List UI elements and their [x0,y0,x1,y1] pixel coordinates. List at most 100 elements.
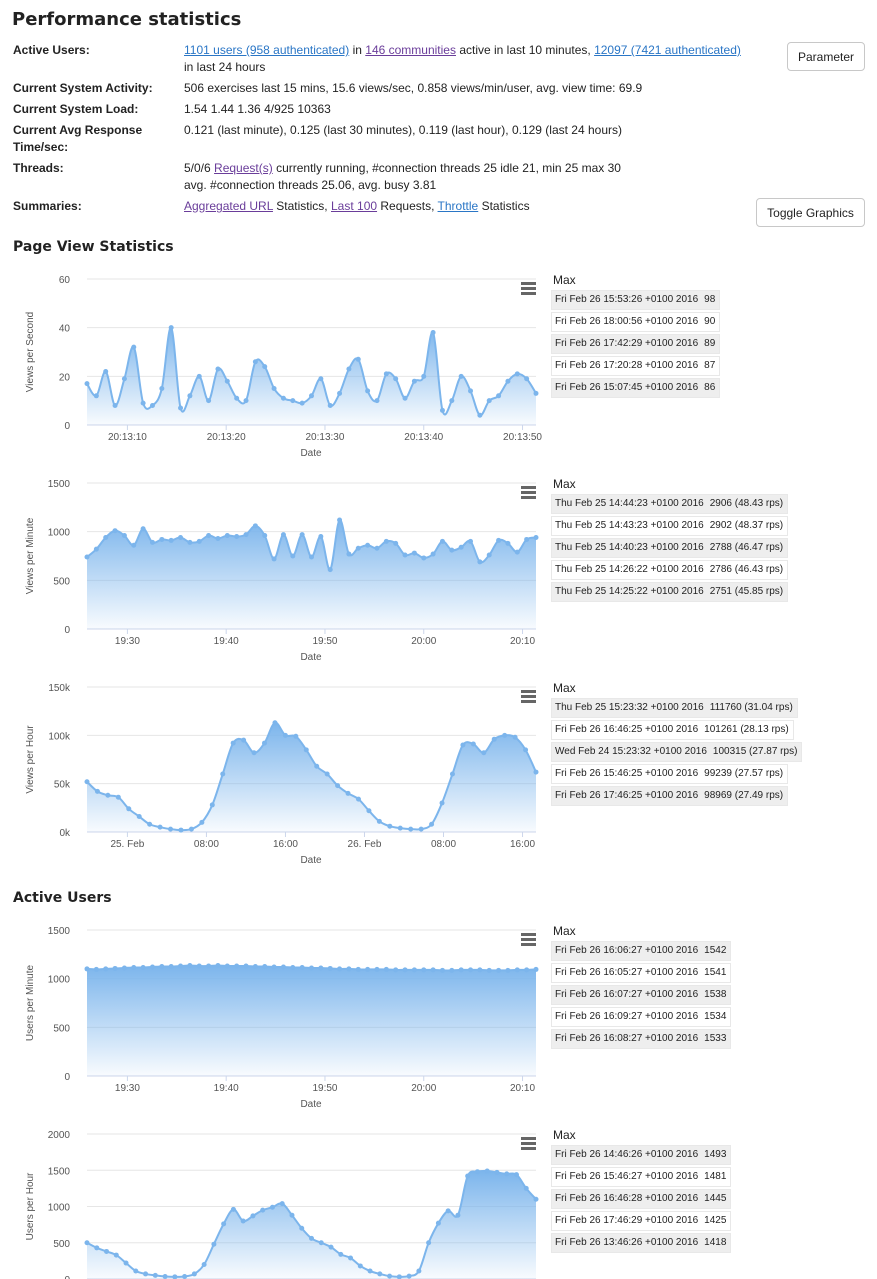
chart-menu-icon[interactable] [521,690,536,703]
data-point [468,388,474,394]
data-point [299,532,305,538]
chart-menu-icon[interactable] [521,1137,536,1150]
data-point [470,741,476,747]
x-tick-label: 19:30 [115,636,140,647]
y-tick-label: 1000 [48,528,71,539]
x-tick-label: 25. Feb [110,839,144,850]
max-row: Fri Feb 26 17:42:29 +0100 2016 89 [551,334,721,354]
summaries-value: Aggregated URL Statistics, Last 100 Requ… [184,198,774,215]
y-tick-label: 2000 [48,1130,71,1141]
data-point [84,1240,90,1246]
data-point [416,1268,422,1274]
data-point [112,528,118,534]
x-tick-label: 16:00 [273,839,298,850]
requests-link[interactable]: Request(s) [214,161,273,175]
x-tick-label: 19:30 [115,1083,140,1094]
data-point [149,403,155,409]
max-title: Max [553,477,576,491]
daily-users-link[interactable]: 12097 (7421 authenticated) [594,43,741,57]
data-point [505,540,511,546]
data-point [290,964,296,970]
data-point [149,539,155,545]
x-axis-label: Date [300,855,322,866]
data-point [355,796,361,802]
data-point [230,740,236,746]
parameter-button[interactable]: Parameter [787,42,865,71]
active-users-link[interactable]: 1101 users (958 authenticated) [184,43,350,57]
data-point [131,344,137,350]
y-tick-label: 500 [53,1023,70,1034]
data-point [328,1244,334,1250]
max-value: 98 [704,294,716,305]
avg-response-label: Current Avg Response Time/sec: [13,123,143,154]
data-point [271,964,277,970]
data-point [84,554,90,560]
x-tick-label: 19:50 [312,1083,337,1094]
y-tick-label: 0 [64,421,70,432]
max-time: Fri Feb 26 16:06:27 +0100 2016 [555,945,699,956]
max-value: 1541 [704,967,727,978]
active-users-in-text: in [352,43,362,57]
x-tick-label: 20:13:50 [503,432,542,443]
max-row: Fri Feb 26 13:46:26 +0100 2016 1418 [551,1233,732,1253]
y-axis-label: Users per Hour [25,1172,36,1240]
max-time: Fri Feb 26 17:42:29 +0100 2016 [555,338,699,349]
data-point [136,814,142,820]
data-point [439,407,445,413]
max-value: 1534 [704,1011,727,1022]
data-point [376,818,382,824]
data-point [121,376,127,382]
statistics-text-2: Statistics [481,199,530,213]
chart-menu-icon[interactable] [521,486,536,499]
series-line [86,1169,537,1278]
max-row: Fri Feb 26 16:06:27 +0100 2016 1542 [551,941,732,961]
toggle-graphics-button[interactable]: Toggle Graphics [756,198,865,227]
data-point [251,750,257,756]
x-tick-label: 20:13:20 [207,432,246,443]
max-time: Wed Feb 24 15:23:32 +0100 2016 [555,746,707,757]
max-time: Fri Feb 26 15:46:25 +0100 2016 [555,768,699,779]
statistics-text-1: Statistics, [276,199,328,213]
communities-link[interactable]: 146 communities [365,43,456,57]
data-point [411,550,417,556]
data-point [126,806,132,812]
data-point [230,1206,236,1212]
data-point [168,537,174,543]
data-point [408,826,414,832]
data-point [103,966,109,972]
throttle-link[interactable]: Throttle [437,199,479,213]
chart-menu-icon[interactable] [521,933,536,946]
max-value: 2902 (48.37 rps) [709,520,784,531]
max-value: 1538 [704,989,727,1000]
aggregated-url-link[interactable]: Aggregated URL [184,199,273,213]
y-tick-label: 60 [59,275,71,286]
data-point [280,964,286,970]
data-point [481,750,487,756]
data-point [338,1251,344,1257]
system-load-label: Current System Load: [13,102,139,116]
data-point [262,964,268,969]
series-line [86,964,537,972]
data-point [486,552,492,558]
max-row: Fri Feb 26 15:46:27 +0100 2016 1481 [551,1167,732,1187]
max-row: Thu Feb 25 15:23:32 +0100 2016 111760 (31… [551,698,798,718]
last-100-link[interactable]: Last 100 [331,199,378,213]
max-value: 86 [704,382,716,393]
data-point [449,398,455,404]
data-point [157,824,163,830]
chart-menu-icon[interactable] [521,282,536,295]
data-point [411,967,417,973]
data-point [115,794,121,800]
data-point [357,1263,363,1269]
data-point [93,966,99,972]
max-row: Fri Feb 26 16:08:27 +0100 2016 1533 [551,1029,732,1049]
max-time: Fri Feb 26 16:08:27 +0100 2016 [555,1033,699,1044]
data-point [477,967,483,973]
y-tick-label: 0 [64,1275,70,1279]
data-point [178,405,184,411]
data-point [196,538,202,544]
data-point [262,533,268,539]
x-axis-label: Date [300,652,322,663]
data-point [346,366,352,372]
data-point [131,964,137,970]
